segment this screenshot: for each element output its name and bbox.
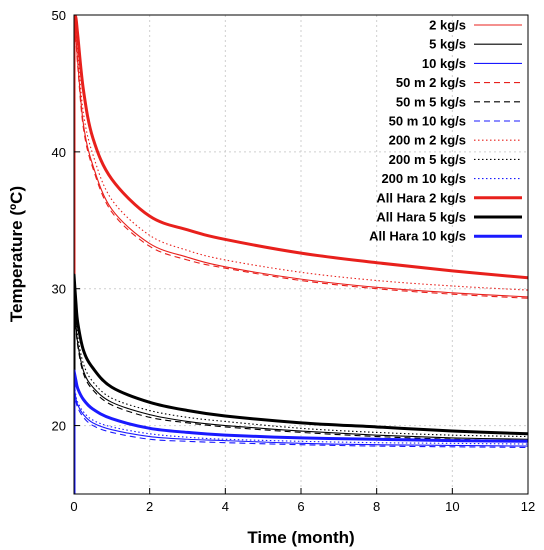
series-line-4 [74,288,528,494]
y-tick-label: 50 [52,8,66,23]
series-line-0 [74,15,528,494]
axis-ticks: 0 2 4 6 8 10 12 20 30 40 50 [52,8,536,514]
y-tick-label: 40 [52,145,66,160]
series-line-8 [74,381,528,494]
series-line-6 [74,15,528,494]
legend: 2 kg/s 5 kg/s 10 kg/s 50 m 2 kg/s 50 m 5 kg/… [369,18,522,244]
legend-label-0: 2 kg/s [429,18,466,33]
legend-label-3: 50 m 2 kg/s [396,75,466,90]
legend-label-2: 10 kg/s [422,56,466,71]
y-axis-title: Temperature (ºC) [7,186,26,322]
x-tick-label: 6 [297,499,304,514]
series-line-5 [74,386,528,494]
x-tick-label: 4 [222,499,229,514]
series-lines [74,15,528,494]
x-tick-label: 12 [521,499,535,514]
series-line-7 [74,281,528,494]
legend-label-9: All Hara 2 kg/s [376,190,466,205]
legend-label-5: 50 m 10 kg/s [389,114,466,129]
series-line-10 [74,273,528,494]
series-line-3 [74,15,528,494]
legend-label-8: 200 m 10 kg/s [381,171,466,186]
legend-label-11: All Hara 10 kg/s [369,229,466,244]
y-tick-label: 20 [52,419,66,434]
x-tick-label: 2 [146,499,153,514]
legend-label-1: 5 kg/s [429,37,466,52]
series-line-11 [74,369,528,494]
x-axis-title: Time (month) [247,528,354,547]
x-tick-label: 0 [70,499,77,514]
x-tick-label: 8 [373,499,380,514]
legend-label-4: 50 m 5 kg/s [396,94,466,109]
series-line-2 [74,383,528,494]
legend-label-7: 200 m 5 kg/s [389,152,466,167]
x-tick-label: 10 [445,499,459,514]
series-line-9 [74,15,528,494]
legend-label-6: 200 m 2 kg/s [389,133,466,148]
legend-label-10: All Hara 5 kg/s [376,210,466,225]
y-tick-label: 30 [52,282,66,297]
